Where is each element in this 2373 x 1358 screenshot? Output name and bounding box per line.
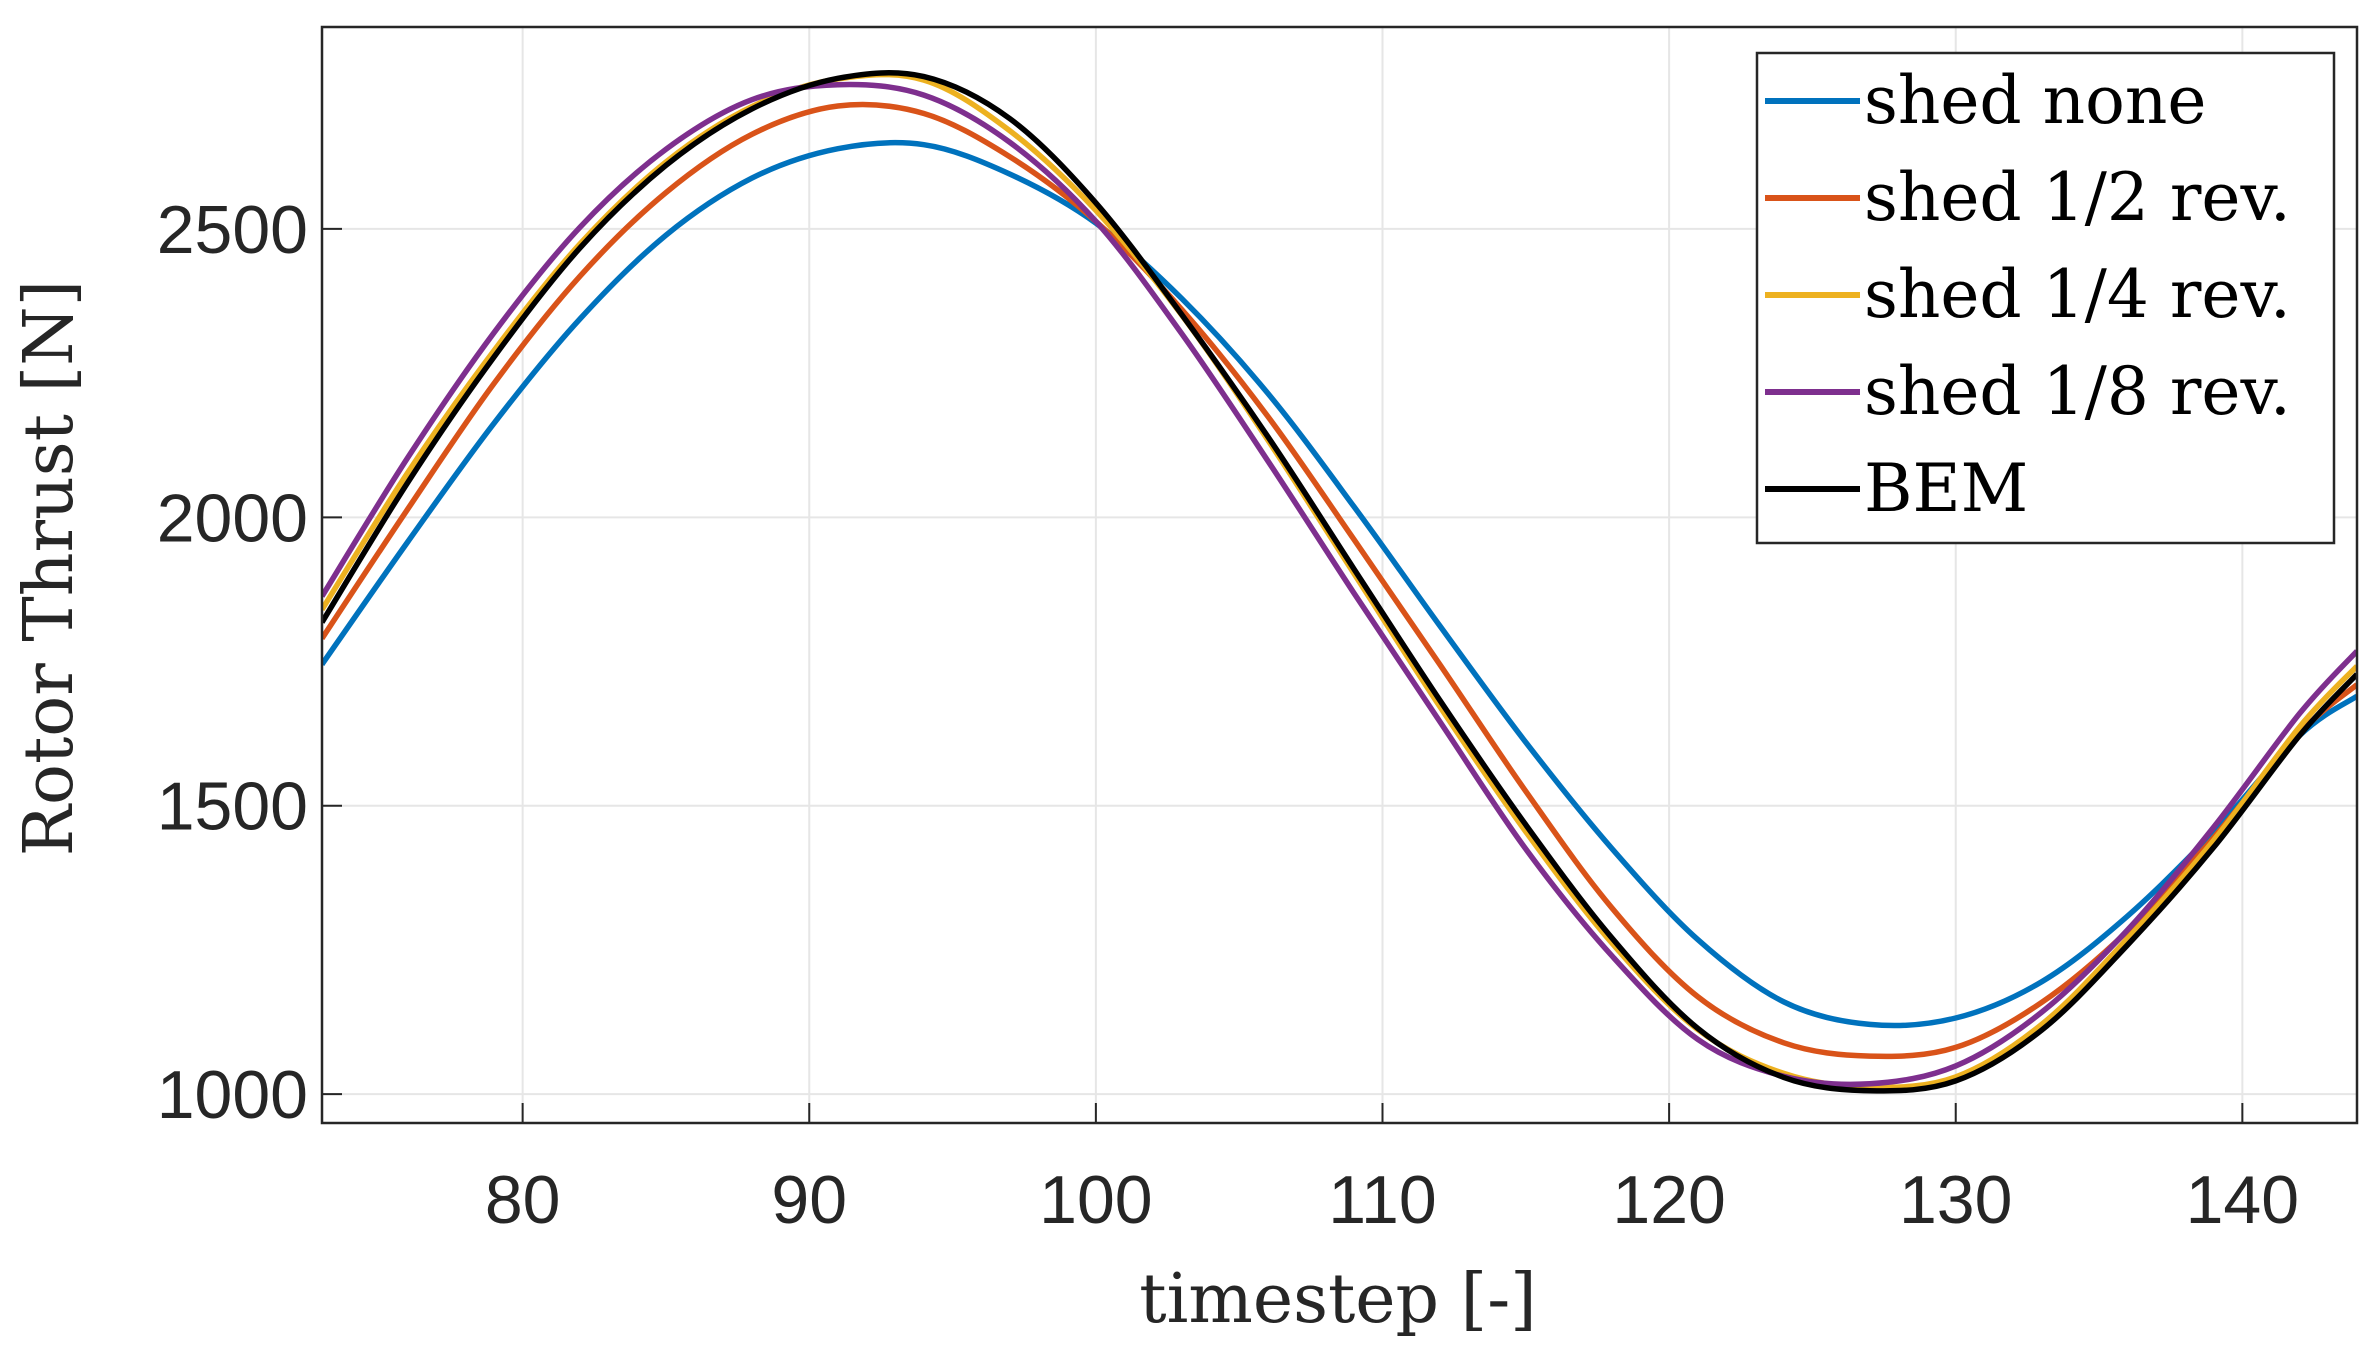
legend-label-shed-1-8-rev: shed 1/8 rev. bbox=[1864, 353, 2291, 430]
y-axis-label: Rotor Thrust [N] bbox=[10, 280, 89, 856]
plot-frame bbox=[320, 25, 2359, 1125]
series-line-shed-1-2-rev bbox=[322, 101, 2357, 1060]
x-tick-label: 140 bbox=[2186, 1162, 2299, 1238]
axes bbox=[320, 25, 2359, 1125]
legend-label-bem: BEM bbox=[1864, 450, 2028, 527]
y-tick-label: 1000 bbox=[157, 1057, 308, 1133]
legend-label-shed-1-4-rev: shed 1/4 rev. bbox=[1864, 256, 2291, 333]
tick-labels: 80 90 100 110 120 130 140 1000 1500 2000 2500 bbox=[157, 192, 2299, 1238]
x-tick-label: 90 bbox=[771, 1162, 847, 1238]
x-tick-label: 120 bbox=[1612, 1162, 1725, 1238]
x-axis-label: timestep [-] bbox=[1139, 1260, 1536, 1339]
x-tick-label: 100 bbox=[1039, 1162, 1152, 1238]
legend-label-shed-none: shed none bbox=[1864, 62, 2206, 139]
legend: shed none shed 1/2 rev. shed 1/4 rev. shed … bbox=[1755, 51, 2336, 545]
x-tick-label: 110 bbox=[1328, 1162, 1436, 1238]
x-tick-label: 130 bbox=[1899, 1162, 2012, 1238]
series-lines bbox=[322, 70, 2357, 1094]
y-tick-label: 1500 bbox=[157, 769, 308, 845]
series-line-shed-none bbox=[322, 139, 2357, 1029]
y-tick-label: 2000 bbox=[157, 480, 308, 556]
legend-label-shed-1-2-rev: shed 1/2 rev. bbox=[1864, 159, 2291, 236]
x-tick-label: 80 bbox=[485, 1162, 561, 1238]
series-line-bem bbox=[322, 70, 2357, 1094]
y-tick-label: 2500 bbox=[157, 192, 308, 268]
series-line-shed-1-8-rev bbox=[322, 81, 2357, 1088]
